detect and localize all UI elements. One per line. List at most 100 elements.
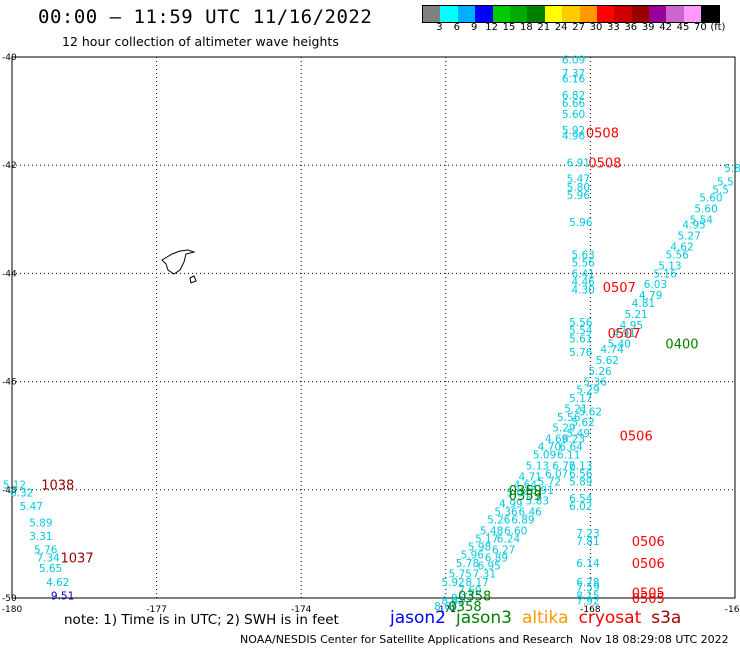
swh-value: 8.15 xyxy=(576,590,599,602)
swh-value: 7.23 xyxy=(576,528,599,540)
swh-value: 6.32 xyxy=(10,488,33,500)
swh-value: 7.60 xyxy=(458,585,481,597)
swh-value: 5.96 xyxy=(461,550,485,562)
pass-time-label: 0507 xyxy=(608,327,641,342)
swh-value: 8.62 xyxy=(441,596,464,608)
swh-value: 6.89 xyxy=(485,552,508,564)
pass-time-label: 0358 xyxy=(449,600,482,615)
swh-value: 5.89 xyxy=(29,517,52,529)
scale-label: 24 xyxy=(554,22,568,33)
swh-value: 9.51 xyxy=(51,590,74,602)
swh-value: 8.17 xyxy=(451,593,474,605)
scale-label: 42 xyxy=(659,22,672,33)
pass-time-label: 0506 xyxy=(620,430,653,445)
pass-time-label: 0358 xyxy=(458,589,491,604)
swh-value: 5.29 xyxy=(552,423,575,435)
color-scale-labels: 3 6 9 12 15 18 21 24 27 30 33 36 39 42 45 70 (ft) xyxy=(422,22,740,36)
scale-swatch xyxy=(457,6,476,22)
swh-value: 6.23 xyxy=(562,433,585,445)
swh-value: 5.04 xyxy=(506,488,530,500)
swh-value: 6.56 xyxy=(569,469,593,481)
swh-value: 3.31 xyxy=(29,531,52,543)
swh-value: 5.54 xyxy=(690,214,714,226)
swh-value: 4.62 xyxy=(670,241,693,253)
scale-swatch xyxy=(666,6,684,22)
pass-time-label: 0359 xyxy=(509,484,542,499)
legend-altika: altika xyxy=(522,608,569,628)
swh-value: 4.62 xyxy=(46,577,69,589)
lat-tick-label: -44 xyxy=(2,269,17,279)
scale-swatch xyxy=(544,6,563,22)
swh-value: 5.27 xyxy=(678,231,701,243)
swh-value: 5.56 xyxy=(571,258,595,270)
lat-tick-label: -50 xyxy=(2,594,17,604)
scale-swatch xyxy=(440,6,458,22)
scale-label: 6 xyxy=(453,22,460,33)
swh-value: 5.80 xyxy=(567,182,590,194)
lat-tick-label: -42 xyxy=(2,161,17,171)
swh-value: 6.11 xyxy=(557,450,580,462)
scale-swatch xyxy=(631,6,650,22)
swh-value: 6.64 xyxy=(559,442,583,454)
swh-value: 5.56 xyxy=(557,412,581,424)
scale-swatch xyxy=(596,6,615,22)
swh-value: 7.59 xyxy=(576,582,599,594)
swh-value: 5.21 xyxy=(564,404,587,416)
swh-value: 4.30 xyxy=(571,285,594,297)
lat-tick-label: -46 xyxy=(2,378,17,388)
swh-value: 5.76 xyxy=(569,347,593,359)
color-scale-bar xyxy=(422,5,720,23)
swh-value: 5.75 xyxy=(449,569,472,581)
legend-s3a: s3a xyxy=(651,608,682,628)
swh-value: 5.78 xyxy=(456,558,479,570)
scale-label: 39 xyxy=(641,22,655,33)
satellite-legend: jason2 jason3 altika cryosat s3a xyxy=(390,608,691,628)
swh-value: 4.81 xyxy=(632,298,655,310)
swh-value: 5.5 xyxy=(712,185,729,197)
swh-value: 6.91 xyxy=(567,157,590,169)
lon-tick-label: -180 xyxy=(2,605,23,615)
swh-value: 4.74 xyxy=(600,344,624,356)
swh-value: 4.46 xyxy=(571,277,595,289)
swh-value: 5.60 xyxy=(694,203,717,215)
scale-label: 45 xyxy=(676,22,690,33)
swh-value: 7.37 xyxy=(562,68,585,80)
swh-value: 5.26 xyxy=(487,515,511,527)
swh-value: 6.13 xyxy=(569,460,592,472)
swh-value: 6.03 xyxy=(644,279,667,291)
swh-value: 6.27 xyxy=(492,544,515,556)
swh-value: 5.63 xyxy=(571,249,594,261)
scale-label: 27 xyxy=(572,22,585,33)
swh-value: 5.89 xyxy=(569,477,592,489)
scale-label: 33 xyxy=(607,22,620,33)
swh-value: 8.17 xyxy=(465,577,488,589)
scale-label: 12 xyxy=(485,22,498,33)
map-frame xyxy=(11,56,736,599)
swh-value: 6.02 xyxy=(569,501,592,513)
swh-value: 6.14 xyxy=(576,558,600,570)
scale-unit: (ft) xyxy=(710,22,726,33)
legend-jason3: jason3 xyxy=(456,608,512,628)
swh-value: 5.49 xyxy=(567,428,590,440)
swh-value: 5.76 xyxy=(34,544,58,556)
pass-time-label: 0359 xyxy=(509,489,542,504)
swh-value: 5.96 xyxy=(567,190,591,202)
lon-tick-label: -168 xyxy=(580,605,601,615)
scale-swatch xyxy=(683,6,702,22)
legend-jason2: jason2 xyxy=(390,608,446,628)
lon-tick-label: -177 xyxy=(146,605,166,615)
swh-value: 5.72 xyxy=(538,477,561,489)
swh-value: 5.60 xyxy=(699,193,722,205)
swh-value: 5.17 xyxy=(569,393,592,405)
swh-value: 5.60 xyxy=(562,109,585,121)
swh-value: 5.54 xyxy=(569,325,593,337)
swh-value: 4.96 xyxy=(562,130,586,142)
swh-value: 5.61 xyxy=(569,333,592,345)
swh-value: 5.56 xyxy=(665,249,689,261)
swh-value: 6.07 xyxy=(545,469,568,481)
scale-label: 3 xyxy=(436,22,443,33)
islet-outline xyxy=(189,275,197,284)
swh-value: 5.92 xyxy=(562,125,585,137)
scale-label: 21 xyxy=(537,22,551,33)
swh-value: 5.09 xyxy=(533,450,556,462)
